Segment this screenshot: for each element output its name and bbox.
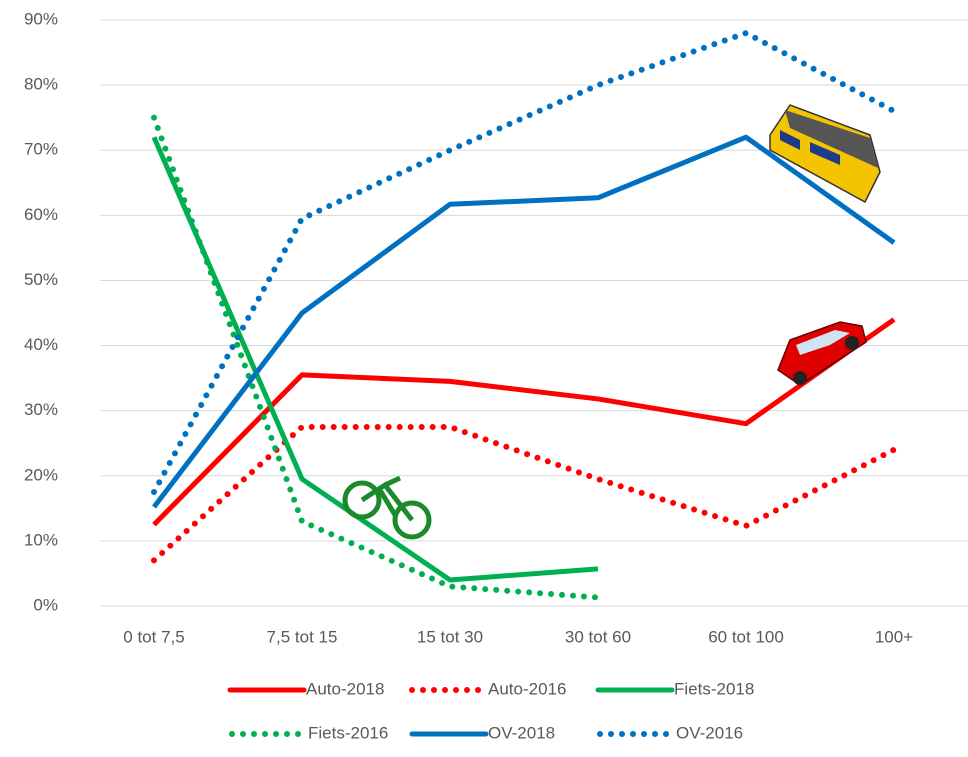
y-tick-label: 50% — [24, 270, 58, 289]
legend-label: Auto-2018 — [306, 679, 384, 698]
y-tick-label: 70% — [24, 140, 58, 159]
legend-label: Auto-2016 — [488, 679, 566, 698]
y-tick-label: 40% — [24, 335, 58, 354]
series-line — [154, 137, 894, 507]
y-tick-label: 80% — [24, 75, 58, 94]
x-tick-label: 100+ — [875, 627, 913, 646]
y-tick-label: 0% — [33, 595, 58, 614]
series-line — [154, 320, 894, 525]
legend-label: OV-2018 — [488, 723, 555, 742]
y-tick-label: 30% — [24, 400, 58, 419]
x-tick-label: 60 tot 100 — [708, 627, 784, 646]
train-icon — [770, 105, 880, 202]
x-tick-label: 0 tot 7,5 — [123, 627, 184, 646]
x-tick-label: 15 tot 30 — [417, 627, 483, 646]
series-line — [154, 33, 894, 492]
icons — [345, 105, 880, 537]
y-tick-label: 10% — [24, 530, 58, 549]
legend-label: OV-2016 — [676, 723, 743, 742]
chart: 0% 10% 20% 30% 40% 50% 60% 70% 80% 90% 0 tot 7,5 7,… — [0, 0, 968, 757]
y-tick-label: 60% — [24, 205, 58, 224]
legend-label: Fiets-2016 — [308, 723, 388, 742]
y-tick-label: 90% — [24, 9, 58, 28]
series-line — [154, 118, 598, 598]
bike-icon — [345, 478, 429, 537]
y-tick-label: 20% — [24, 465, 58, 484]
legend-label: Fiets-2018 — [674, 679, 754, 698]
car-icon — [778, 322, 866, 385]
x-tick-label: 7,5 tot 15 — [267, 627, 338, 646]
x-tick-label: 30 tot 60 — [565, 627, 631, 646]
